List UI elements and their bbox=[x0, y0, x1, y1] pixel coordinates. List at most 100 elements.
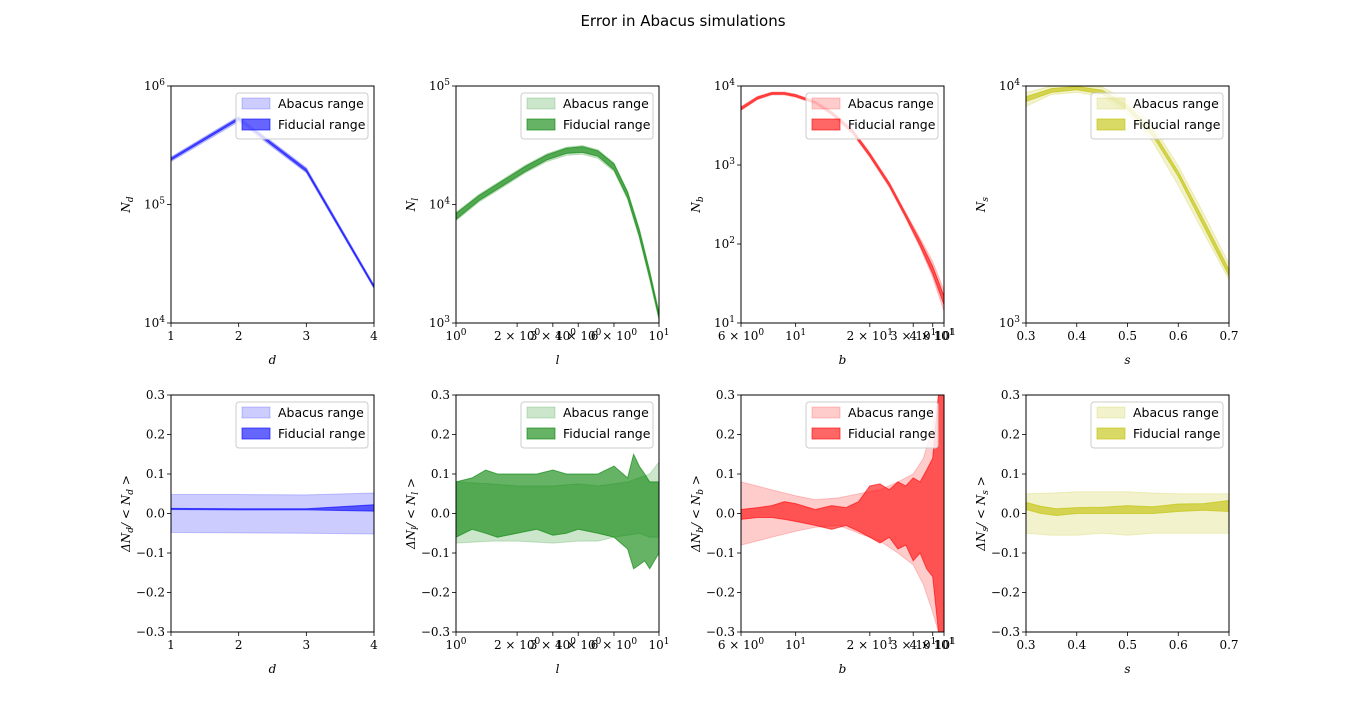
y-tick-label: 104 bbox=[714, 78, 735, 93]
x-axis-label: s bbox=[1124, 353, 1130, 367]
legend-label-fiducial: Fiducial range bbox=[848, 117, 936, 132]
y-tick-label: 0.0 bbox=[716, 507, 735, 521]
x-tick-label: 101 bbox=[933, 637, 954, 652]
legend: Abacus range Fiducial range bbox=[805, 401, 939, 449]
legend-swatch-fiducial bbox=[241, 427, 271, 440]
x-tick-label: 4 × 100 bbox=[555, 328, 602, 343]
y-tick-label: 102 bbox=[714, 236, 735, 251]
legend-swatch-abacus bbox=[811, 406, 841, 419]
legend-swatch-abacus bbox=[241, 406, 271, 419]
y-tick-label: 0.0 bbox=[431, 507, 450, 521]
x-tick-label: 1 bbox=[167, 329, 175, 343]
y-tick-label: −0.1 bbox=[136, 546, 165, 560]
x-tick-label: 4 × 101 bbox=[910, 637, 956, 652]
fiducial-range-band bbox=[456, 452, 659, 570]
x-tick-label: 0.7 bbox=[1219, 329, 1238, 343]
y-tick-label: 104 bbox=[999, 78, 1020, 93]
abacus-range-band bbox=[1026, 86, 1229, 281]
legend-swatch-abacus bbox=[1096, 406, 1126, 419]
y-tick-label: −0.3 bbox=[421, 625, 450, 639]
x-axis-label: b bbox=[839, 662, 847, 676]
x-tick-label: 3 × 101 bbox=[890, 328, 936, 343]
legend-label-abacus: Abacus range bbox=[563, 96, 649, 111]
plot-area bbox=[1026, 491, 1229, 536]
fiducial-range-band bbox=[456, 146, 659, 319]
y-tick-label: −0.1 bbox=[706, 546, 735, 560]
x-tick-label: 6 × 100 bbox=[718, 637, 765, 652]
x-tick-label: 101 bbox=[785, 328, 806, 343]
y-axis-label: Nb bbox=[689, 196, 706, 214]
x-tick-label: 4 × 101 bbox=[910, 328, 956, 343]
y-tick-label: −0.3 bbox=[136, 625, 165, 639]
x-tick-label: 6 × 100 bbox=[718, 328, 765, 343]
panel-Nd: 1 2 3 4 104 105 106 d Nd Abacus range Fiducial ran… bbox=[119, 78, 378, 367]
y-tick-label: 0.1 bbox=[146, 467, 165, 481]
y-tick-label: −0.2 bbox=[421, 586, 450, 600]
x-tick-label: 0.3 bbox=[1016, 329, 1035, 343]
x-tick-label: 0.7 bbox=[1219, 638, 1238, 652]
x-tick-label: 101 bbox=[648, 328, 669, 343]
x-tick-label: 101 bbox=[933, 328, 954, 343]
legend-swatch-fiducial bbox=[811, 427, 841, 440]
x-tick-label: 3 × 101 bbox=[890, 637, 936, 652]
x-tick-label: 6 × 100 bbox=[591, 328, 638, 343]
fiducial-range-band bbox=[741, 395, 944, 632]
legend-label-fiducial: Fiducial range bbox=[1133, 117, 1221, 132]
x-axis-label: d bbox=[269, 662, 277, 676]
x-axis-label: d bbox=[269, 353, 277, 367]
panel-Ns: 0.3 0.4 0.5 0.6 0.7 103 104 s Ns Abacus range Fidu… bbox=[974, 78, 1239, 367]
y-tick-label: 0.3 bbox=[1001, 388, 1020, 402]
plot-area bbox=[456, 144, 659, 321]
y-tick-label: 104 bbox=[144, 315, 165, 330]
x-axis-label: l bbox=[556, 353, 560, 367]
legend-label-abacus: Abacus range bbox=[848, 96, 934, 111]
legend-swatch-abacus bbox=[526, 406, 556, 419]
y-axis-label: Nd bbox=[119, 196, 136, 214]
legend: Abacus range Fiducial range bbox=[235, 401, 369, 449]
legend-label-fiducial: Fiducial range bbox=[278, 117, 366, 132]
legend: Abacus range Fiducial range bbox=[805, 92, 939, 140]
x-axis-label: b bbox=[839, 353, 847, 367]
legend-label-abacus: Abacus range bbox=[1133, 405, 1219, 420]
y-tick-label: 101 bbox=[714, 315, 735, 330]
subplots-grid: 1 2 3 4 104 105 106 d Nd Abacus range Fiducial ran… bbox=[119, 78, 1239, 676]
y-tick-label: 103 bbox=[714, 157, 735, 172]
y-tick-label: 0.1 bbox=[431, 467, 450, 481]
x-tick-label: 100 bbox=[445, 328, 466, 343]
legend-label-fiducial: Fiducial range bbox=[563, 117, 651, 132]
y-tick-label: −0.2 bbox=[136, 586, 165, 600]
x-tick-label: 0.3 bbox=[1016, 638, 1035, 652]
y-tick-label: 0.3 bbox=[716, 388, 735, 402]
legend-label-abacus: Abacus range bbox=[278, 405, 364, 420]
legend-swatch-abacus bbox=[1096, 97, 1126, 110]
x-tick-label: 3 bbox=[303, 638, 311, 652]
x-axis-label: s bbox=[1124, 662, 1130, 676]
y-tick-label: 0.2 bbox=[1001, 428, 1020, 442]
y-axis-label: ΔNl/ < Nl > bbox=[404, 478, 421, 550]
x-tick-label: 0.5 bbox=[1118, 329, 1137, 343]
y-tick-label: 104 bbox=[429, 197, 450, 212]
plot-area bbox=[171, 115, 374, 290]
y-tick-label: −0.2 bbox=[706, 586, 735, 600]
x-tick-label: 6 × 100 bbox=[591, 637, 638, 652]
legend: Abacus range Fiducial range bbox=[520, 92, 654, 140]
legend-swatch-abacus bbox=[811, 97, 841, 110]
y-tick-label: −0.1 bbox=[991, 546, 1020, 560]
legend-swatch-abacus bbox=[241, 97, 271, 110]
y-tick-label: 106 bbox=[144, 78, 165, 93]
plot-area bbox=[1026, 86, 1229, 281]
x-tick-label: 100 bbox=[445, 637, 466, 652]
x-tick-label: 2 × 101 bbox=[847, 637, 893, 652]
y-tick-label: 103 bbox=[999, 315, 1020, 330]
legend-swatch-fiducial bbox=[811, 118, 841, 131]
x-tick-label: 0.5 bbox=[1118, 638, 1137, 652]
fiducial-range-band bbox=[1026, 86, 1229, 277]
legend-swatch-abacus bbox=[526, 97, 556, 110]
y-tick-label: 0.0 bbox=[146, 507, 165, 521]
y-tick-label: 0.1 bbox=[1001, 467, 1020, 481]
legend: Abacus range Fiducial range bbox=[235, 92, 369, 140]
x-tick-label: 4 bbox=[370, 329, 378, 343]
y-tick-label: 0.0 bbox=[1001, 507, 1020, 521]
